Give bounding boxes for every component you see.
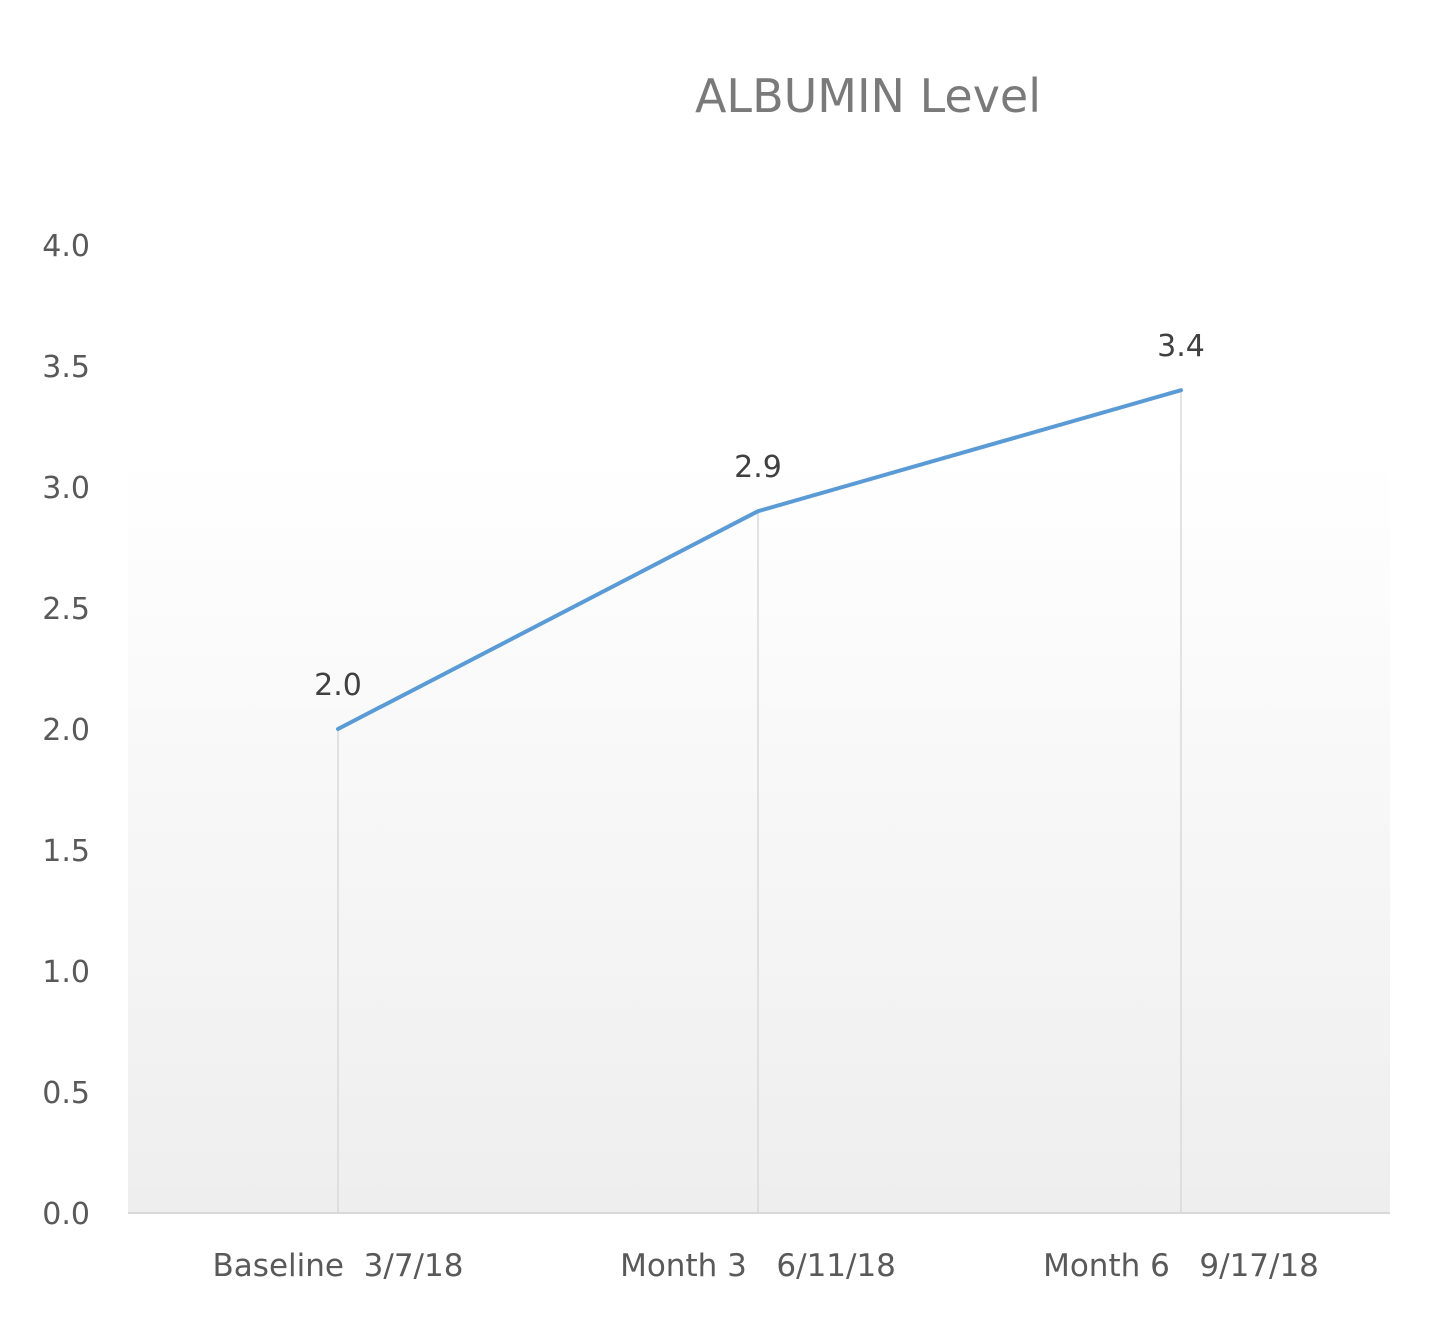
x-category-label: Baseline 3/7/18	[213, 1248, 464, 1284]
y-tick-label: 1.0	[42, 955, 90, 990]
chart-title: ALBUMIN Level	[695, 69, 1041, 123]
data-label: 2.0	[314, 668, 362, 703]
y-tick-label: 0.0	[42, 1197, 90, 1232]
x-category-label: Month 6 9/17/18	[1043, 1248, 1319, 1284]
x-axis-categories: Baseline 3/7/18 Month 3 6/11/18 Month 6 9/…	[213, 1248, 1319, 1284]
y-tick-label: 3.5	[42, 350, 90, 385]
data-label: 2.9	[734, 450, 782, 485]
x-category-label: Month 3 6/11/18	[620, 1248, 896, 1284]
y-tick-label: 2.0	[42, 713, 90, 748]
plot-area-background	[128, 455, 1390, 1213]
y-tick-label: 4.0	[42, 229, 90, 264]
y-tick-label: 1.5	[42, 834, 90, 869]
drop-lines	[337, 390, 1182, 1213]
y-axis-ticks: 0.0 0.5 1.0 1.5 2.0 2.5 3.0 3.5 4.0	[42, 229, 90, 1232]
y-tick-label: 3.0	[42, 471, 90, 506]
series-line	[336, 388, 1183, 731]
y-tick-label: 2.5	[42, 592, 90, 627]
data-labels: 2.0 2.9 3.4	[314, 329, 1205, 703]
data-label: 3.4	[1157, 329, 1205, 364]
y-tick-label: 0.5	[42, 1076, 90, 1111]
